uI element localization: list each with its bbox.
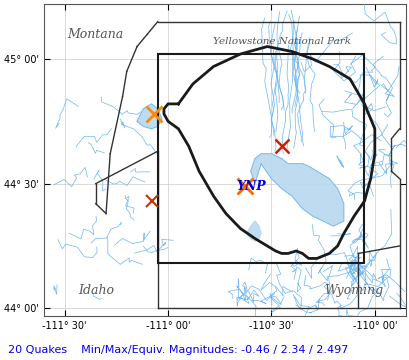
Polygon shape: [250, 154, 343, 226]
Text: Idaho: Idaho: [78, 284, 113, 297]
Text: Yellowstone National Park: Yellowstone National Park: [212, 37, 350, 46]
Text: 20 Quakes    Min/Max/Equiv. Magnitudes: -0.46 / 2.34 / 2.497: 20 Quakes Min/Max/Equiv. Magnitudes: -0.…: [8, 345, 348, 355]
Polygon shape: [246, 221, 261, 241]
Text: YNP: YNP: [236, 180, 265, 193]
Text: Wyoming: Wyoming: [324, 284, 383, 297]
Polygon shape: [137, 104, 162, 129]
Bar: [157, 54, 364, 264]
Text: Montana: Montana: [67, 28, 124, 41]
